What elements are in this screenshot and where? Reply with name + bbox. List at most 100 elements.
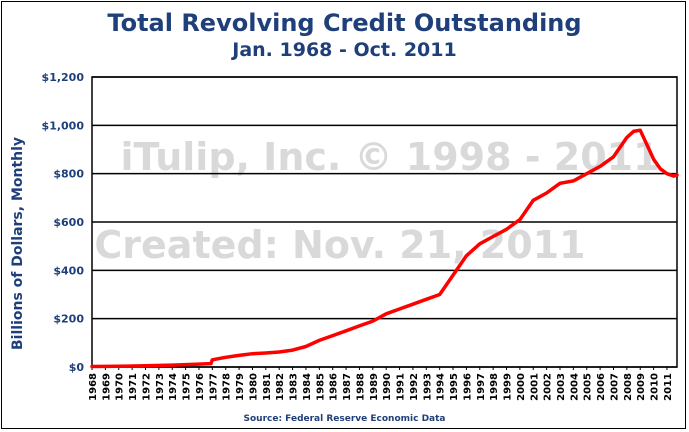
y-ticks: $0 $200 $400 $600 $800 $1,000 $1,200	[42, 71, 85, 374]
x-tick-label: 2008	[623, 373, 634, 401]
series-point	[518, 218, 522, 221]
series-layer	[90, 128, 679, 369]
y-tick-label: $600	[53, 216, 84, 229]
series-point	[505, 228, 508, 231]
x-tick-label: 2010	[650, 373, 661, 401]
series-point	[411, 302, 415, 306]
watermark-layer: iTulip, Inc. © 1998 - 2011 Created: Nov. …	[94, 135, 659, 267]
y-tick-label: $1,200	[42, 71, 85, 84]
series-point	[532, 199, 535, 202]
x-tick-label: 1998	[489, 373, 500, 401]
series-point	[451, 273, 455, 277]
x-tick-label: 2001	[529, 373, 540, 401]
x-tick-label: 1987	[342, 373, 353, 401]
x-tick-label: 1972	[141, 373, 152, 401]
x-tick-label: 1973	[155, 373, 166, 401]
series-point	[344, 329, 348, 332]
watermark-text: iTulip, Inc. © 1998 - 2011	[120, 135, 659, 179]
series-point	[117, 365, 120, 368]
x-tick-label: 1980	[248, 373, 259, 401]
x-tick-label: 1990	[382, 373, 393, 401]
series-point	[652, 157, 655, 161]
chart-title: Total Revolving Credit Outstanding	[107, 9, 582, 37]
x-tick-label: 1986	[329, 373, 340, 401]
series-point	[144, 364, 147, 367]
x-tick-label: 2005	[583, 373, 594, 401]
series-point	[224, 356, 227, 359]
chart-subtitle: Jan. 1968 - Oct. 2011	[232, 39, 457, 61]
series-point	[625, 136, 629, 139]
x-tick-label: 1982	[275, 373, 286, 401]
series-point	[438, 293, 441, 296]
series-point	[90, 365, 94, 368]
x-tick-label: 2000	[516, 373, 527, 401]
grid-layer	[91, 76, 678, 368]
series-point	[675, 173, 679, 177]
x-tick-label: 1977	[208, 373, 219, 401]
x-tick-label: 1993	[422, 373, 433, 401]
x-tick-label: 1997	[476, 373, 487, 401]
series-point	[632, 130, 635, 133]
x-tick-label: 2003	[556, 373, 567, 401]
series-point	[358, 324, 361, 328]
x-tick-label: 1983	[289, 373, 300, 401]
x-tick-label: 2007	[609, 373, 620, 401]
x-tick-label: 1992	[409, 373, 420, 401]
series-point	[585, 172, 588, 175]
series-point	[545, 191, 548, 195]
series-point	[331, 334, 334, 337]
series-point	[665, 172, 669, 175]
series-point	[639, 128, 642, 132]
x-tick-label: 1976	[195, 373, 206, 401]
x-tick-label: 1970	[115, 373, 126, 401]
x-tick-label: 1971	[128, 373, 139, 401]
series-point	[598, 165, 602, 168]
series-point	[425, 298, 428, 301]
series-point	[371, 319, 374, 323]
series-point	[237, 354, 241, 357]
y-tick-label: $0	[69, 361, 85, 374]
x-tick-label: 1979	[235, 373, 246, 401]
series-point	[209, 362, 213, 365]
series-point	[572, 179, 575, 183]
series-point	[304, 345, 308, 348]
x-tick-label: 1989	[369, 373, 380, 401]
series-point	[291, 348, 294, 352]
series-point	[318, 339, 321, 342]
watermark-text: Created: Nov. 21, 2011	[94, 223, 585, 267]
x-tick-label: 2006	[596, 373, 607, 401]
x-tick-label: 1985	[315, 373, 326, 401]
x-tick-label: 1978	[222, 373, 233, 401]
x-tick-label: 1974	[168, 373, 179, 401]
series-point	[211, 358, 214, 361]
x-tick-label: 1984	[302, 373, 313, 401]
series-point	[264, 351, 268, 355]
y-tick-label: $400	[53, 264, 84, 277]
series-point	[197, 362, 201, 366]
series-point	[491, 235, 495, 238]
x-tick-label: 1975	[182, 373, 193, 401]
y-tick-label: $200	[53, 313, 84, 326]
x-tick-label: 1991	[396, 373, 407, 401]
series-point	[278, 350, 281, 354]
x-tick-label: 2004	[569, 373, 580, 401]
series-point	[612, 155, 615, 158]
y-tick-label: $800	[53, 168, 84, 181]
x-ticks: 1968 1969 1970 1971 1972 1973 1974 1975 1976 1977…	[88, 367, 674, 401]
x-tick-label: 1996	[462, 373, 473, 401]
series-point	[171, 363, 174, 367]
source-note: Source: Federal Reserve Economic Data	[243, 414, 446, 424]
series-line	[90, 128, 679, 369]
series-point	[465, 254, 468, 258]
series-point	[645, 143, 649, 146]
series-point	[384, 312, 388, 316]
x-tick-label: 1968	[88, 373, 99, 401]
series-point	[558, 182, 562, 185]
x-tick-label: 1994	[436, 373, 447, 401]
series-point	[672, 174, 675, 178]
x-tick-label: 1995	[449, 373, 460, 401]
x-tick-label: 1981	[262, 373, 273, 401]
series-point	[659, 167, 662, 171]
x-tick-label: 1999	[503, 373, 514, 401]
